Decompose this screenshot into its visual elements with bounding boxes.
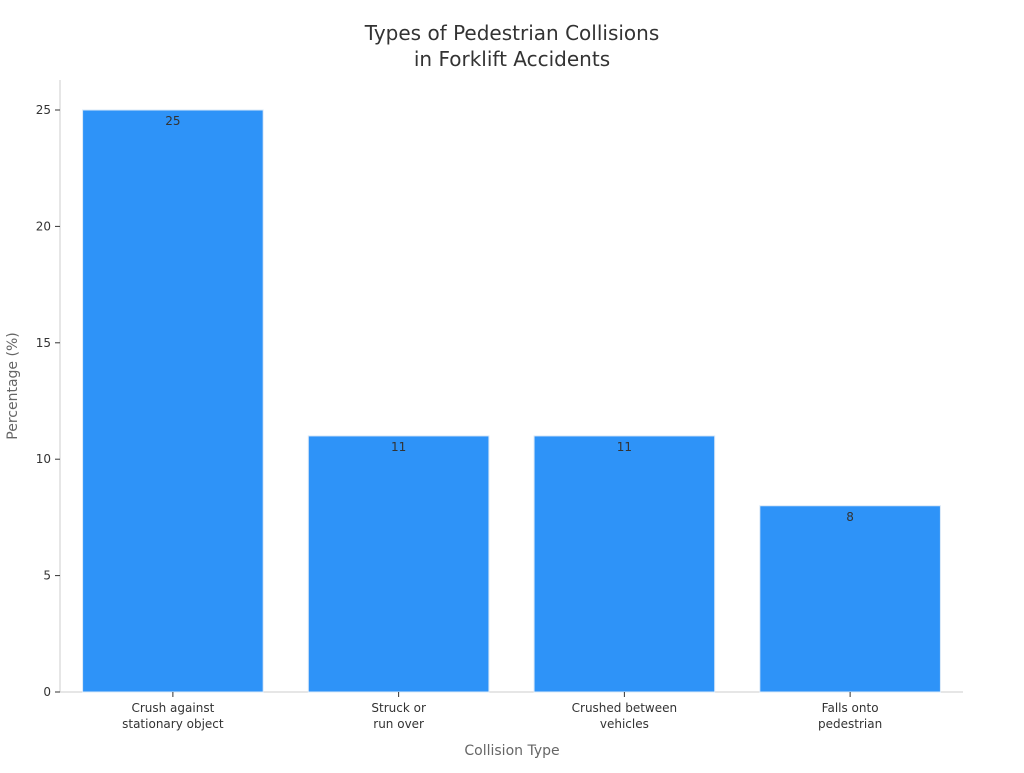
y-axis-ticks: 0 5 10 15 20 25: [36, 103, 60, 699]
y-tick-label: 15: [36, 336, 51, 350]
chart-title-line-1: Types of Pedestrian Collisions: [364, 21, 660, 45]
x-tick-label: pedestrian: [818, 717, 882, 731]
x-tick-label: vehicles: [600, 717, 649, 731]
bar-data-label: 25: [165, 114, 180, 128]
bar-data-label: 11: [617, 440, 632, 454]
y-tick-label: 25: [36, 103, 51, 117]
bar-labels-group: 25 11 11 8: [165, 114, 854, 524]
x-tick-label: stationary object: [122, 717, 224, 731]
x-axis-title: Collision Type: [464, 743, 559, 759]
bars-group: [82, 109, 941, 693]
y-tick-label: 10: [36, 452, 51, 466]
bar: [759, 505, 941, 693]
bar-data-label: 8: [846, 510, 854, 524]
x-tick-label: Falls onto: [822, 701, 879, 715]
y-tick-label: 20: [36, 219, 51, 233]
bar: [82, 109, 264, 693]
bar: [533, 435, 716, 693]
bar-data-label: 11: [391, 440, 406, 454]
y-axis-title: Percentage (%): [5, 332, 21, 439]
y-tick-label: 5: [43, 569, 51, 583]
y-tick-label: 0: [43, 685, 51, 699]
bar: [307, 435, 490, 693]
chart-title-line-2: in Forklift Accidents: [414, 47, 610, 71]
x-tick-label: Crushed between: [572, 701, 677, 715]
x-tick-label: Struck or: [371, 701, 426, 715]
x-tick-label: run over: [373, 717, 424, 731]
chart-title: Types of Pedestrian Collisions in Forkli…: [364, 21, 660, 71]
x-tick-label: Crush against: [131, 701, 214, 715]
x-axis-ticks: Crush against stationary object Struck or r…: [122, 692, 882, 731]
